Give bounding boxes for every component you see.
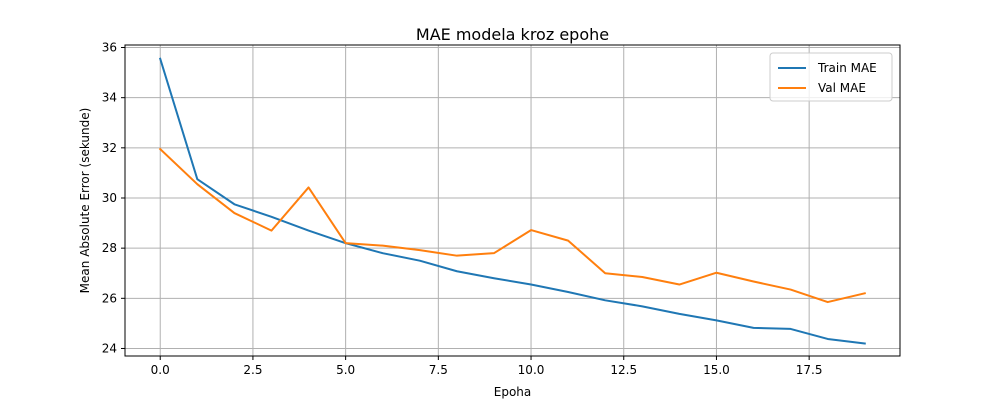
- x-axis-ticks: 0.0 2.5 5.0 7.5 10.0 12.5 15.0 17.5: [151, 356, 823, 377]
- y-tick-label: 24: [102, 341, 117, 355]
- legend: Train MAE Val MAE: [769, 52, 893, 102]
- chart-title: MAE modela kroz epohe: [416, 25, 609, 44]
- series-line-val-mae: [158, 147, 866, 304]
- series-lines: [158, 57, 866, 345]
- series-line-train-mae: [158, 57, 866, 345]
- x-tick-label: 0.0: [151, 363, 170, 377]
- x-tick-label: 7.5: [429, 363, 448, 377]
- plot-area: 0.0 2.5 5.0 7.5 10.0 12.5 15.0 17.5 24 26 28 30 32 3…: [102, 41, 901, 377]
- y-tick-label: 34: [102, 91, 117, 105]
- y-tick-label: 28: [102, 241, 117, 255]
- y-tick-label: 30: [102, 191, 117, 205]
- x-tick-label: 10.0: [518, 363, 545, 377]
- legend-label-val: Val MAE: [818, 81, 866, 95]
- y-tick-label: 26: [102, 291, 117, 305]
- y-tick-label: 36: [102, 41, 117, 55]
- x-tick-label: 15.0: [703, 363, 730, 377]
- x-tick-label: 17.5: [796, 363, 823, 377]
- x-tick-label: 5.0: [336, 363, 355, 377]
- x-tick-label: 2.5: [243, 363, 262, 377]
- y-axis-label: Mean Absolute Error (sekunde): [78, 108, 92, 294]
- x-tick-label: 12.5: [610, 363, 637, 377]
- y-tick-label: 32: [102, 141, 117, 155]
- y-axis-ticks: 24 26 28 30 32 34 36: [102, 41, 125, 355]
- x-axis-label: Epoha: [494, 385, 532, 399]
- legend-label-train: Train MAE: [817, 61, 877, 75]
- plot-frame: [124, 44, 901, 357]
